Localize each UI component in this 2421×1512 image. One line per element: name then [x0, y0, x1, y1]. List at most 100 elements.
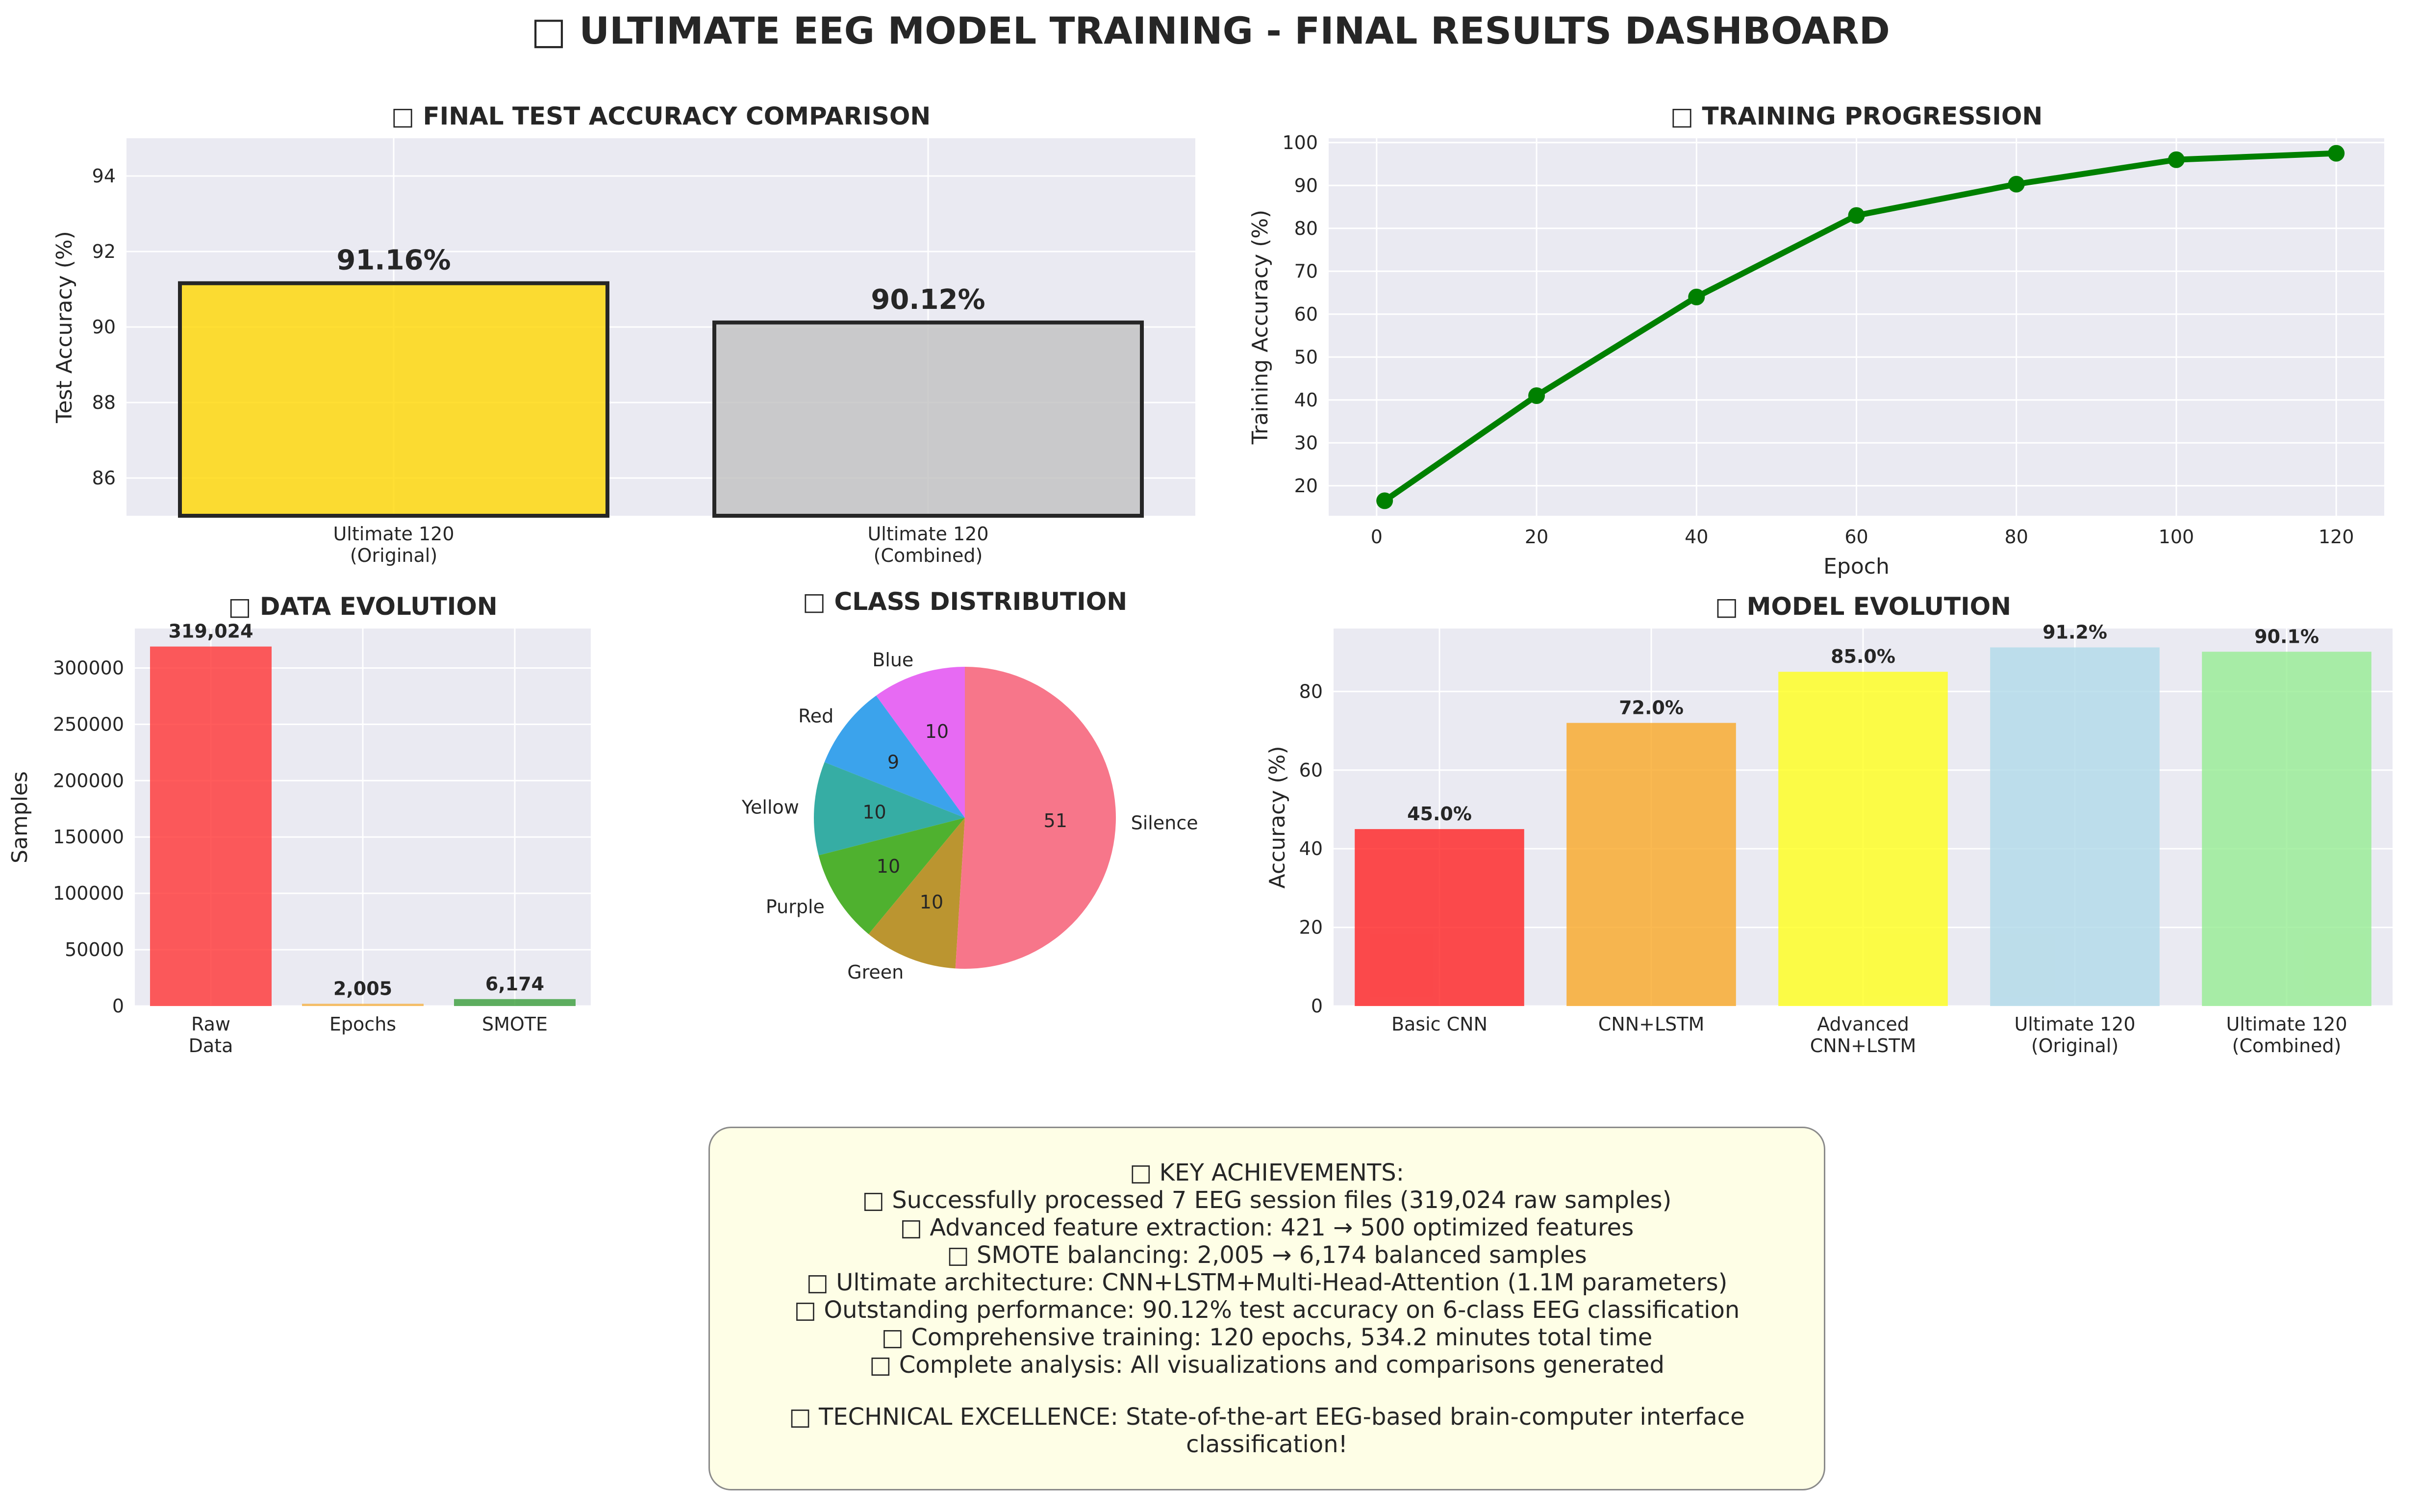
- achievement-line: □ Outstanding performance: 90.12% test a…: [794, 1296, 1740, 1324]
- x-tick-label: (Combined): [2232, 1035, 2342, 1057]
- y-tick-label: 40: [1299, 838, 1323, 859]
- y-tick-label: 300000: [53, 657, 124, 679]
- y-tick-label: 90: [92, 316, 116, 338]
- x-tick-label: Raw: [191, 1013, 230, 1035]
- x-tick-label: Ultimate 120: [2014, 1013, 2135, 1035]
- y-tick-label: 94: [92, 165, 116, 187]
- bar-value-label: 91.16%: [336, 245, 451, 277]
- x-tick-label: Basic CNN: [1391, 1013, 1488, 1035]
- pie-value-label: 10: [862, 801, 886, 823]
- x-tick-label: 60: [1844, 526, 1868, 548]
- y-tick-label: 0: [1311, 995, 1323, 1017]
- y-axis-label: Accuracy (%): [1265, 746, 1290, 888]
- y-tick-label: 0: [112, 995, 124, 1017]
- bar: [1566, 723, 1736, 1006]
- bar: [302, 1004, 424, 1006]
- y-tick-label: 250000: [53, 713, 124, 735]
- pie-category-label: Blue: [872, 649, 913, 671]
- y-tick-label: 86: [92, 467, 116, 489]
- x-tick-label: Ultimate 120: [2226, 1013, 2347, 1035]
- bar: [1355, 829, 1524, 1006]
- y-axis-label: Test Accuracy (%): [52, 231, 77, 424]
- bar: [150, 646, 272, 1006]
- achievement-line: □ SMOTE balancing: 2,005 → 6,174 balance…: [947, 1241, 1587, 1269]
- x-tick-label: Data: [189, 1035, 233, 1057]
- chart-title: □ FINAL TEST ACCURACY COMPARISON: [391, 102, 931, 130]
- achievement-line: □ Comprehensive training: 120 epochs, 53…: [881, 1324, 1653, 1351]
- chart-title: □ CLASS DISTRIBUTION: [803, 587, 1127, 616]
- x-tick-label: CNN+LSTM: [1598, 1013, 1705, 1035]
- technical-excellence-line: □ TECHNICAL EXCELLENCE: State-of-the-art…: [789, 1403, 1745, 1458]
- data-point: [1376, 492, 1393, 509]
- y-axis-label: Training Accuracy (%): [1248, 210, 1273, 445]
- bar-value-label: 90.1%: [2254, 626, 2319, 647]
- bar-value-label: 2,005: [333, 978, 392, 999]
- chart-title: □ TRAINING PROGRESSION: [1670, 102, 2043, 130]
- achievement-line: □ Advanced feature extraction: 421 → 500…: [900, 1214, 1634, 1241]
- pie-category-label: Yellow: [741, 797, 799, 818]
- pie-category-label: Red: [798, 705, 833, 727]
- y-tick-label: 20: [1299, 917, 1323, 938]
- pie-value-label: 10: [925, 721, 949, 742]
- chart-title: □ MODEL EVOLUTION: [1715, 592, 2011, 621]
- key-achievements-box: □ KEY ACHIEVEMENTS: □ Successfully proce…: [708, 1127, 1825, 1490]
- y-tick-label: 100000: [53, 882, 124, 904]
- data-point: [1688, 288, 1705, 305]
- y-tick-label: 80: [1299, 680, 1323, 702]
- data-point: [1528, 387, 1545, 404]
- x-tick-label: (Original): [350, 545, 437, 566]
- y-tick-label: 60: [1294, 303, 1318, 325]
- y-axis-label: Samples: [7, 771, 32, 863]
- bar-value-label: 72.0%: [1619, 697, 1684, 719]
- y-tick-label: 90: [1294, 175, 1318, 196]
- x-tick-label: 40: [1685, 526, 1708, 548]
- pie-slice: [876, 667, 965, 818]
- x-tick-label: 100: [2159, 526, 2194, 548]
- x-tick-label: SMOTE: [482, 1013, 548, 1035]
- y-tick-label: 70: [1294, 260, 1318, 282]
- x-tick-label: 80: [2005, 526, 2028, 548]
- bar-value-label: 91.2%: [2043, 622, 2107, 643]
- dashboard-title: □ ULTIMATE EEG MODEL TRAINING - FINAL RE…: [531, 9, 1890, 52]
- y-tick-label: 30: [1294, 432, 1318, 454]
- model-evolution-chart: □ MODEL EVOLUTION 0 20 40 60 80 Accuracy (%) 45…: [1265, 592, 2393, 1057]
- x-tick-label: 0: [1371, 526, 1383, 548]
- y-tick-label: 150000: [53, 826, 124, 848]
- bar: [2202, 652, 2371, 1006]
- x-axis-label: Epoch: [1823, 554, 1890, 579]
- pie-slice: [868, 818, 965, 969]
- bar: [1778, 672, 1948, 1006]
- bar-value-label: 85.0%: [1831, 646, 1895, 667]
- y-tick-label: 60: [1299, 759, 1323, 781]
- x-tick-label: Ultimate 120: [333, 523, 454, 545]
- pie-category-label: Green: [847, 961, 904, 983]
- x-tick-label: Epochs: [329, 1013, 396, 1035]
- bar-value-label: 90.12%: [871, 284, 985, 316]
- data-point: [2008, 176, 2025, 193]
- y-tick-label: 50000: [65, 939, 124, 960]
- x-tick-label: (Original): [2031, 1035, 2118, 1057]
- bar-value-label: 319,024: [168, 621, 253, 642]
- class-distribution-chart: □ CLASS DISTRIBUTION 10 Blue 9 Red 10 Yellow 10…: [741, 587, 1198, 983]
- pie-value-label: 9: [887, 752, 899, 773]
- training-progression-chart: □ TRAINING PROGRESSION 20 30 40 50 60 70 80 90 10…: [1248, 102, 2384, 579]
- y-tick-label: 100: [1282, 132, 1318, 153]
- pie-slice: [818, 818, 965, 934]
- y-tick-label: 80: [1294, 218, 1318, 239]
- bar: [712, 320, 1144, 518]
- pie-slice: [955, 667, 1116, 969]
- y-tick-label: 40: [1294, 389, 1318, 411]
- x-tick-label: CNN+LSTM: [1810, 1035, 1917, 1057]
- pie-value-label: 51: [1044, 810, 1067, 832]
- pie-category-label: Silence: [1131, 812, 1198, 834]
- chart-title: □ DATA EVOLUTION: [228, 592, 498, 621]
- achievement-heading: □ KEY ACHIEVEMENTS:: [1130, 1159, 1404, 1186]
- y-tick-label: 88: [92, 392, 116, 413]
- bar: [454, 999, 576, 1006]
- x-tick-label: Ultimate 120: [867, 523, 988, 545]
- bar-value-label: 6,174: [485, 973, 544, 995]
- bar: [1990, 647, 2160, 1006]
- bar: [178, 281, 609, 518]
- x-tick-label: Advanced: [1817, 1013, 1909, 1035]
- pie-category-label: Purple: [766, 896, 825, 918]
